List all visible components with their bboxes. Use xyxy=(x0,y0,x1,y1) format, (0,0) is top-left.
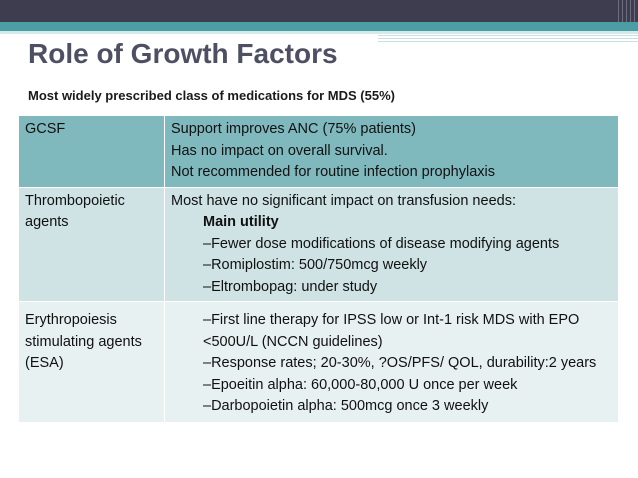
table-row-gcsf: GCSF Support improves ANC (75% patients)… xyxy=(18,115,619,188)
content-bullet: –Romiplostim: 500/750mcg weekly xyxy=(203,257,428,273)
row-label: GCSF xyxy=(18,115,165,188)
row-content: Most have no significant impact on trans… xyxy=(164,186,619,302)
content-bullet: –Response rates; 20-30%, ?OS/PFS/ QOL, d… xyxy=(203,355,597,371)
content-bullet: –Fewer dose modifications of disease mod… xyxy=(203,235,560,252)
table-row-esa: Erythropoiesis stimulating agents (ESA) … xyxy=(18,301,619,423)
row-content: Support improves ANC (75% patients) Has … xyxy=(164,115,619,188)
slide-title: Role of Growth Factors xyxy=(28,38,338,69)
content-line: Support improves ANC (75% patients) xyxy=(171,121,416,137)
content-bullet: –Eltrombopag: under study xyxy=(203,278,378,295)
corner-decoration xyxy=(618,0,638,22)
content-bullet: –Epoeitin alpha: 60,000-80,000 U once pe… xyxy=(203,376,518,393)
slide-subtitle: Most widely prescribed class of medicati… xyxy=(28,88,395,103)
row-label: Thrombopoietic agents xyxy=(18,186,165,302)
decorative-lines xyxy=(378,34,638,44)
content-line: Not recommended for routine infection pr… xyxy=(171,164,495,180)
table-row-thrombopoietic: Thrombopoietic agents Most have no signi… xyxy=(18,186,619,302)
content-bullet: –First line therapy for IPSS low or Int-… xyxy=(203,312,580,350)
content-heading: Main utility xyxy=(203,214,279,230)
content-line: Has no impact on overall survival. xyxy=(171,142,388,159)
content-bullet: –Darbopoietin alpha: 500mcg once 3 weekl… xyxy=(203,398,489,414)
growth-factors-table: GCSF Support improves ANC (75% patients)… xyxy=(18,115,619,423)
top-band-teal xyxy=(0,22,638,31)
content-intro: Most have no significant impact on trans… xyxy=(171,192,516,209)
row-label: Erythropoiesis stimulating agents (ESA) xyxy=(18,301,165,423)
row-content: –First line therapy for IPSS low or Int-… xyxy=(164,301,619,423)
top-band-light xyxy=(0,31,638,34)
top-band-dark xyxy=(0,0,638,22)
